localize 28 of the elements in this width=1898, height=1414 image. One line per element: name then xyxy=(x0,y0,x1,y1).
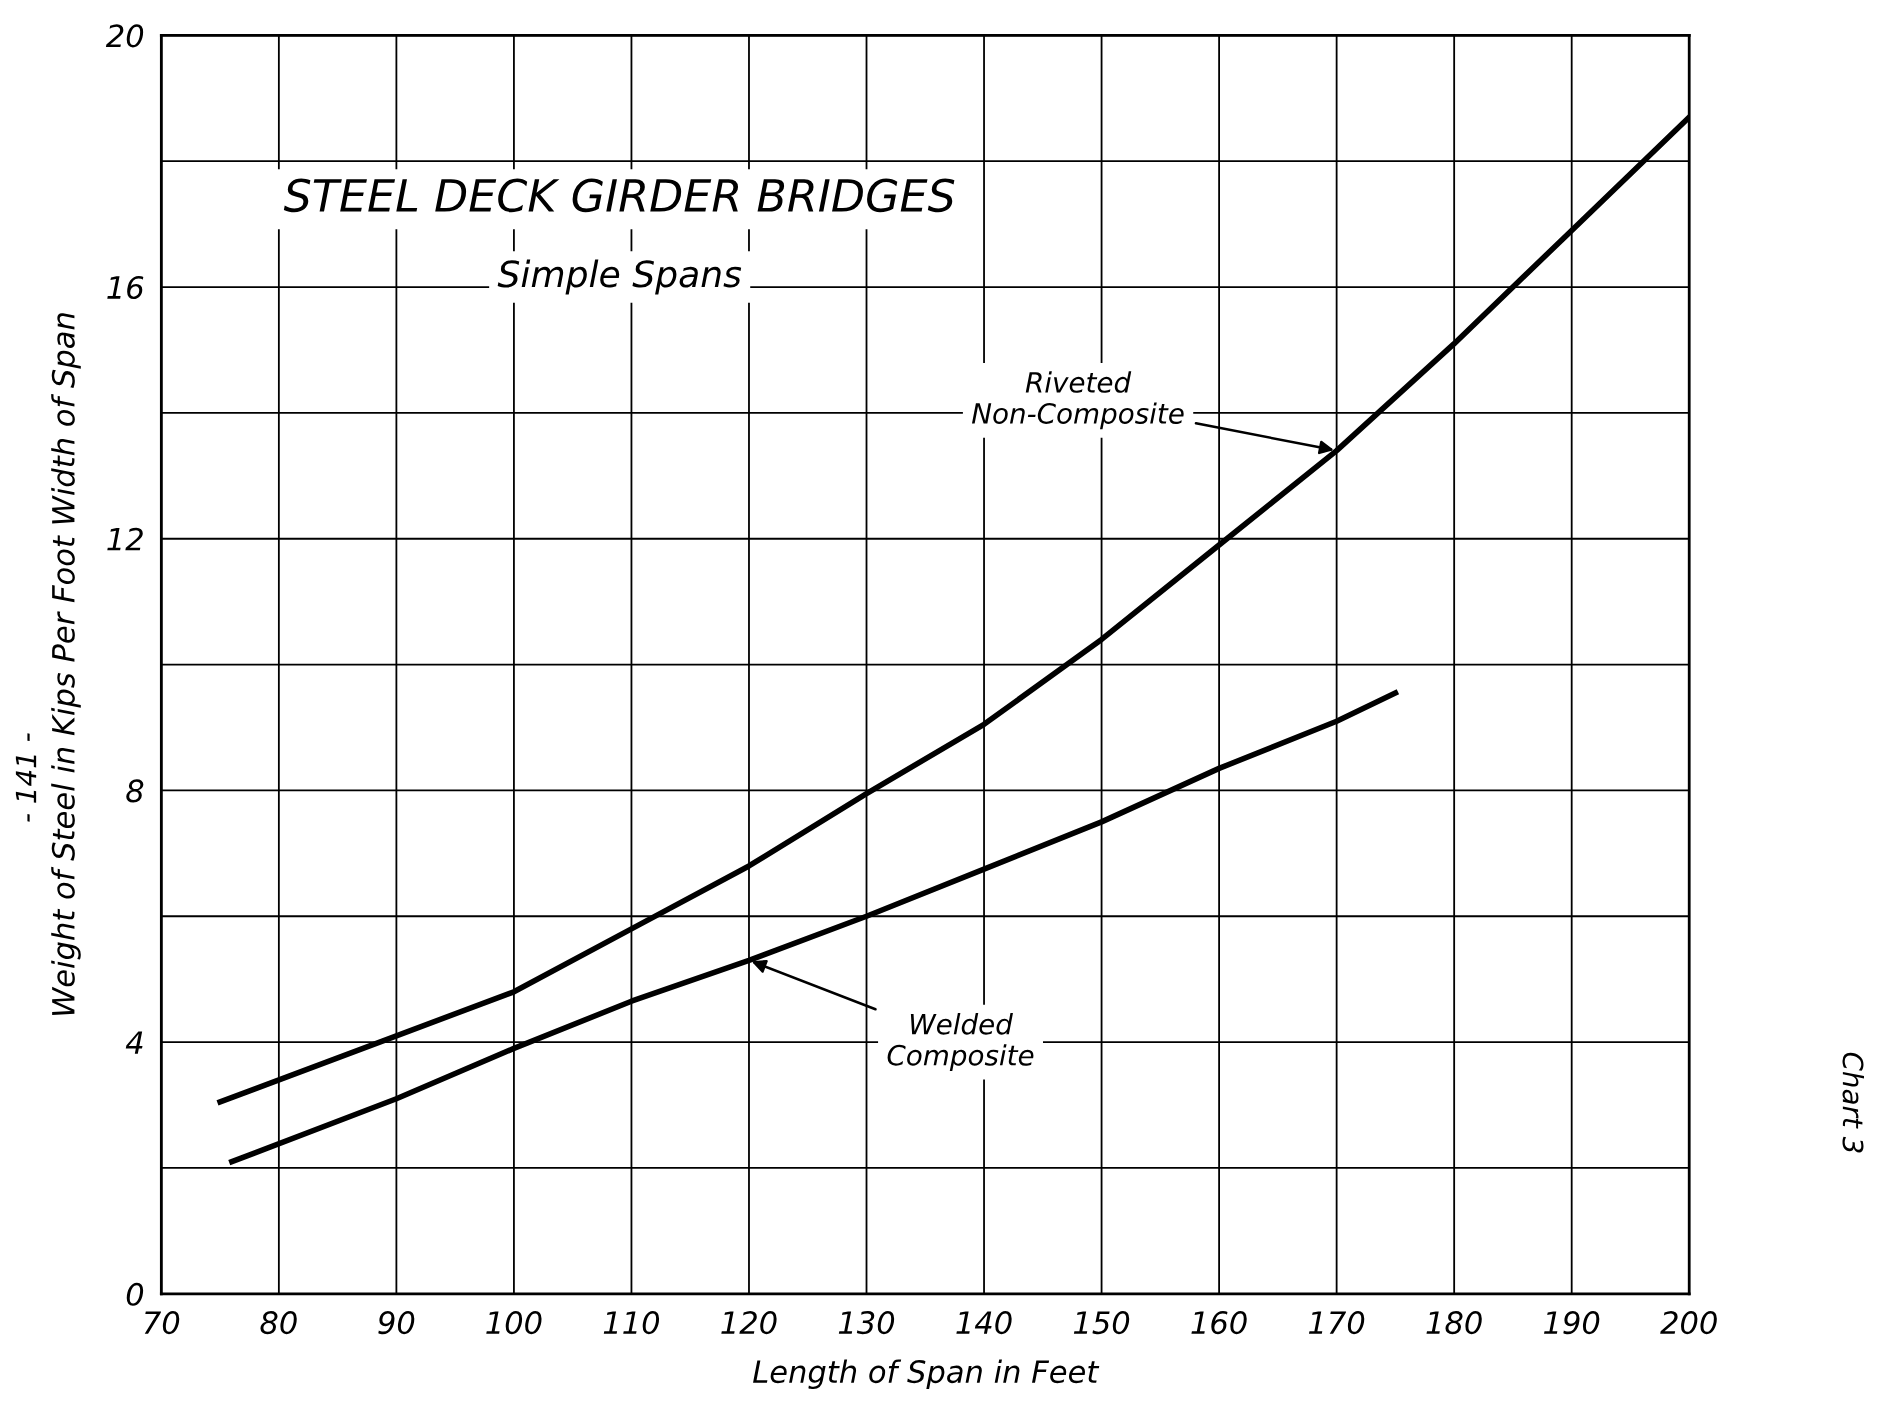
x-tick-label: 160 xyxy=(1191,1311,1247,1335)
x-tick-label: 80 xyxy=(260,1311,297,1335)
annotation: Welded Composite xyxy=(887,1013,1034,1072)
annotation: Riveted Non-Composite xyxy=(971,371,1184,430)
x-tick-label: 100 xyxy=(486,1311,542,1335)
caption: Chart 3 xyxy=(1842,1052,1864,1153)
x-tick-label: 140 xyxy=(956,1311,1012,1335)
x-tick-label: 170 xyxy=(1308,1311,1365,1335)
x-tick-label: 70 xyxy=(144,1311,180,1335)
x-tick-label: 150 xyxy=(1073,1311,1130,1335)
y-tick-label: 8 xyxy=(126,779,144,803)
x-tick-label: 110 xyxy=(603,1311,660,1335)
x-tick-label: 200 xyxy=(1660,1311,1717,1335)
text: STEEL DECK GIRDER BRIDGES xyxy=(283,178,955,213)
text: - 141 - xyxy=(15,733,37,822)
x-tick-label: 180 xyxy=(1426,1311,1482,1335)
y-axis-title: Weight of Steel in Kips Per Foot Width of Span xyxy=(51,313,81,1016)
y-tick-label: 4 xyxy=(125,1031,143,1054)
y-tick-label: 16 xyxy=(107,275,144,300)
x-tick-label: 130 xyxy=(838,1311,895,1335)
x-tick-label: 90 xyxy=(378,1311,415,1335)
text: Simple Spans xyxy=(497,259,742,295)
y-tick-label: 12 xyxy=(107,527,143,551)
x-tick-label: 190 xyxy=(1544,1311,1600,1335)
y-tick-label: 20 xyxy=(105,24,144,48)
y-tick-label: 0 xyxy=(126,1282,144,1306)
x-axis-title: Length of Span in Feet xyxy=(753,1359,1100,1390)
x-tick-label: 120 xyxy=(721,1311,777,1335)
